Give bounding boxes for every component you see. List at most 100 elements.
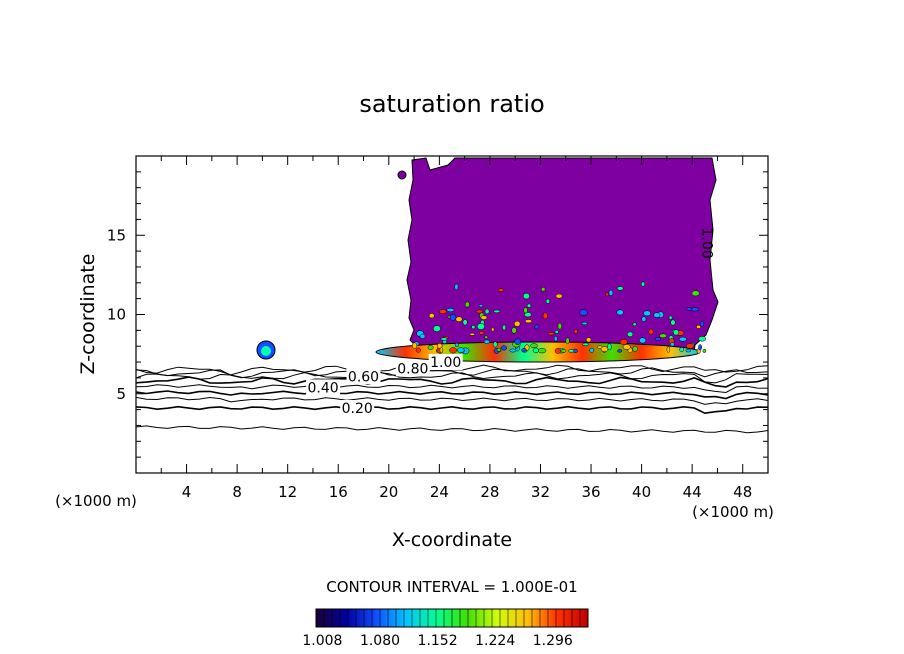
speckle bbox=[547, 332, 555, 336]
speckle bbox=[491, 327, 495, 332]
speckle bbox=[553, 336, 558, 342]
x-tick-label: 36 bbox=[581, 483, 600, 501]
x-tick-label: 8 bbox=[232, 483, 242, 501]
x-tick-label: 12 bbox=[278, 483, 297, 501]
x-tick-label: 16 bbox=[329, 483, 348, 501]
contour-label: 0.80 bbox=[397, 361, 428, 377]
speckle bbox=[521, 347, 527, 352]
speckle bbox=[469, 332, 475, 336]
x-tick-label: 20 bbox=[379, 483, 398, 501]
contour-label: 0.40 bbox=[307, 380, 338, 396]
colorbar-ticks bbox=[315, 609, 589, 627]
contour-interval-text: CONTOUR INTERVAL = 1.000E-01 bbox=[326, 578, 577, 596]
speckle bbox=[668, 315, 673, 320]
contour-label-bg bbox=[428, 354, 463, 371]
speckle bbox=[678, 336, 687, 342]
speckle bbox=[534, 324, 540, 330]
small-saturated-cell bbox=[397, 170, 407, 180]
colorbar-label: 1.080 bbox=[360, 633, 400, 649]
speckle bbox=[522, 292, 530, 300]
speckle bbox=[686, 343, 694, 349]
speckle bbox=[641, 316, 647, 322]
speckle bbox=[617, 349, 623, 353]
speckle bbox=[449, 314, 457, 321]
speckle bbox=[479, 331, 485, 335]
axis-ticks bbox=[135, 155, 769, 474]
speckle bbox=[493, 309, 501, 314]
speckle bbox=[557, 322, 562, 330]
x-tick-label: 24 bbox=[430, 483, 449, 501]
y-axis-label: Z-coordinate bbox=[77, 254, 99, 375]
speckle bbox=[484, 308, 490, 315]
isoline bbox=[136, 367, 768, 379]
x-tick-label: 44 bbox=[683, 483, 702, 501]
speckle bbox=[454, 283, 459, 291]
speckle bbox=[640, 281, 646, 287]
contour-label-bg bbox=[395, 360, 430, 377]
speckle bbox=[496, 347, 502, 352]
speckle bbox=[670, 319, 676, 326]
speckle bbox=[492, 341, 498, 348]
speckle bbox=[654, 337, 661, 342]
speckle bbox=[622, 344, 631, 350]
speckle bbox=[585, 337, 592, 343]
contour-label: 1.00 bbox=[698, 228, 714, 259]
speckle bbox=[464, 301, 470, 308]
speckle bbox=[639, 337, 647, 344]
isolines-layer bbox=[136, 364, 768, 434]
speckle bbox=[555, 293, 563, 299]
speckle bbox=[455, 316, 463, 322]
speckle bbox=[462, 319, 468, 326]
speckle bbox=[511, 327, 517, 334]
speckle bbox=[446, 308, 455, 312]
speckle bbox=[616, 286, 624, 291]
speckle bbox=[589, 347, 595, 353]
speckle bbox=[476, 309, 483, 314]
speckle bbox=[483, 339, 490, 344]
speckle bbox=[632, 345, 638, 352]
speckle bbox=[537, 348, 547, 354]
speckle bbox=[497, 288, 505, 292]
colorbar-label: 1.296 bbox=[533, 633, 573, 649]
speckle bbox=[449, 347, 457, 354]
speckle bbox=[627, 331, 634, 337]
speckle bbox=[565, 337, 570, 345]
speckle bbox=[433, 325, 441, 332]
speckle bbox=[698, 336, 707, 342]
speckle bbox=[439, 347, 444, 354]
colorbar-label: 1.008 bbox=[302, 633, 342, 649]
speckle bbox=[607, 343, 612, 351]
speckle bbox=[608, 289, 614, 296]
contour-label: 0.20 bbox=[342, 401, 373, 417]
speckle bbox=[484, 335, 489, 339]
contour-label-bg bbox=[306, 379, 341, 396]
speckle bbox=[440, 337, 448, 341]
speckle bbox=[545, 298, 550, 304]
speckle bbox=[619, 339, 628, 345]
speckle bbox=[540, 287, 546, 292]
speckle bbox=[691, 290, 700, 297]
isoline bbox=[136, 425, 768, 434]
speckle bbox=[542, 312, 548, 320]
plot-area: 0.200.400.60 0.80 1.001.00 bbox=[136, 157, 768, 434]
speckle bbox=[502, 324, 507, 331]
colorbar-label: 1.224 bbox=[475, 633, 515, 649]
isoline bbox=[136, 376, 768, 388]
speckle bbox=[605, 292, 610, 297]
isoline bbox=[136, 384, 768, 394]
isolated-cell bbox=[256, 340, 276, 360]
speckle bbox=[514, 338, 522, 345]
speckle bbox=[648, 328, 654, 335]
contour-label-bg bbox=[346, 368, 381, 385]
speckle bbox=[412, 342, 418, 349]
contour-label: 0.60 bbox=[348, 369, 379, 385]
speckle bbox=[686, 307, 692, 311]
speckle bbox=[509, 348, 517, 353]
speckle bbox=[702, 348, 707, 353]
contour-label: 1.00 bbox=[430, 355, 461, 371]
x-axis-label: X-coordinate bbox=[392, 529, 512, 551]
speckle bbox=[643, 310, 651, 317]
isoline bbox=[136, 396, 768, 405]
speckle bbox=[532, 347, 540, 354]
